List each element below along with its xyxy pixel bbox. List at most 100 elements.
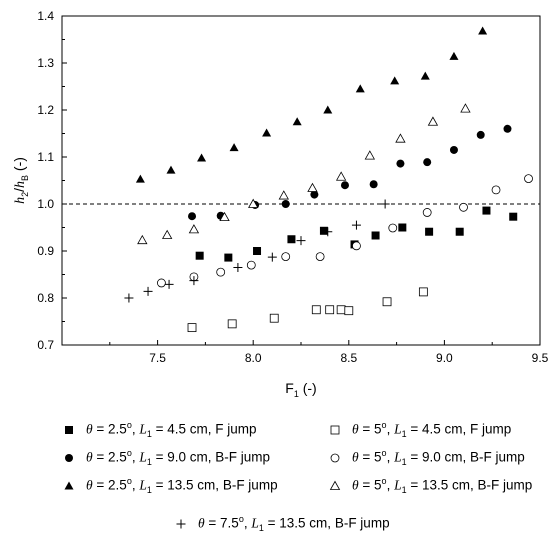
data-point-open-square [269,313,279,323]
legend-item: θ = 5o, L1 = 9.0 cm, B-F jump [326,448,525,467]
data-point-plus [233,262,243,272]
series-open-square [187,287,428,333]
data-point-open-circle [422,208,432,217]
data-point-filled-square [224,253,233,262]
data-point-plus [124,293,134,303]
data-point-filled-square [287,235,296,244]
legend-marker-filled-circle [65,453,73,462]
data-point-open-square [187,323,197,333]
data-point-filled-square [482,206,491,215]
legend-marker-open-square [330,425,340,434]
data-point-open-square [336,305,346,315]
data-point-open-circle [315,252,325,262]
legend-L-value: 13.5 cm [167,477,216,493]
data-point-plus [143,286,153,296]
legend-L-sub: 1 [401,457,407,468]
legend-label: θ = 2.5o, L1 = 9.0 cm, B-F jump [86,448,270,467]
y-tick-label: 0.8 [37,291,54,305]
legend-sep: , [386,477,395,493]
data-point-filled-triangle [478,26,488,35]
legend-theta-value: 2.5 [108,421,127,437]
legend: θ = 2.5o, L1 = 4.5 cm, F jump θ = 5o, L1 … [0,420,550,545]
data-point-filled-circle [476,130,485,139]
data-point-filled-square [371,231,380,240]
data-point-plus [296,236,306,246]
legend-label: θ = 5o, L1 = 4.5 cm, F jump [352,420,511,439]
legend-L-sub: 1 [146,485,152,496]
data-point-plus [323,227,333,237]
data-point-open-square [227,319,237,329]
data-point-open-triangle [427,116,439,126]
data-point-plus [164,279,174,289]
series-filled-square [195,206,518,262]
y-axis-ticks: 0.7 0.8 0.9 1.0 1.1 1.2 1.3 1.4 [37,9,67,352]
data-point-filled-square [253,247,262,255]
data-point-open-triangle [335,171,347,181]
legend-marker-shape [65,453,73,462]
legend-equals: = [358,421,375,437]
series-filled-circle [188,124,512,221]
x-axis-label: F1 (-) [285,380,316,399]
data-point-open-square [344,306,354,316]
legend-label: θ = 5o, L1 = 13.5 cm, B-F jump [352,476,532,495]
y-tick-label: 1.4 [37,9,54,23]
legend-sep: , [131,449,140,465]
data-point-filled-circle [310,190,319,199]
legend-equals: = [92,421,109,437]
legend-theta: θ [86,477,93,493]
data-point-filled-triangle [292,117,302,126]
legend-L-value: 9.0 cm [422,449,463,465]
legend-sep: , [470,477,478,493]
data-point-open-circle [216,267,226,277]
data-point-plus [189,276,199,286]
x-axis-label-main: F [285,380,294,396]
legend-marker-shape [330,453,340,462]
data-point-open-triangle [460,103,471,113]
legend-sep: , [207,449,216,465]
data-point-filled-square [425,227,434,236]
legend-marker-shape [330,425,340,434]
legend-L-sub: 1 [146,457,152,468]
y-tick-label: 1.0 [37,197,54,211]
data-point-filled-circle [188,212,197,221]
legend-equals: = [151,477,168,493]
legend-marker-open-triangle [329,480,341,490]
legend-L: L [139,421,147,437]
chart-canvas: 7.5 8.0 8.5 9.0 9.5 0.7 0.8 0.9 1.0 1.1 1.2 1.3 1.4… [11,9,549,399]
legend-item: θ = 2.5o, L1 = 13.5 cm, B-F jump [60,476,278,495]
data-point-open-triangle [248,198,259,208]
legend-marker-plus [176,519,186,529]
legend-degree: o [126,420,132,430]
legend-L: L [394,421,402,437]
data-series-layer [124,26,533,333]
y-tick-label: 0.7 [37,338,54,352]
legend-theta: θ [86,421,93,437]
series-plus [124,199,390,303]
legend-equals: = [263,515,280,531]
data-point-filled-circle [369,180,378,189]
x-axis-ticks: 7.5 8.0 8.5 9.0 9.5 [109,340,549,365]
legend-sep: , [462,449,471,465]
plot-area-frame [61,15,541,346]
legend-sep: , [207,421,216,437]
data-point-filled-square [398,223,407,232]
legend-sep: , [386,421,395,437]
legend-sep: , [327,515,335,531]
data-point-filled-circle [423,158,432,167]
legend-sep: , [462,421,471,437]
legend-item: θ = 2.5o, L1 = 4.5 cm, F jump [60,420,257,439]
legend-equals: = [358,449,375,465]
x-tick-label: 8.0 [245,351,262,365]
legend-item: θ = 5o, L1 = 13.5 cm, B-F jump [326,476,532,495]
legend-jump: B-F jump [470,449,525,465]
x-tick-label: 7.5 [149,351,166,365]
legend-degree: o [381,448,387,458]
data-point-open-triangle [161,229,173,239]
y-tick-label: 0.9 [37,244,54,258]
data-point-filled-triangle [262,128,272,137]
legend-sep: , [243,515,252,531]
legend-sep: , [131,477,140,493]
data-point-filled-triangle [135,174,145,183]
legend-equals: = [406,421,422,437]
legend-L: L [394,449,402,465]
